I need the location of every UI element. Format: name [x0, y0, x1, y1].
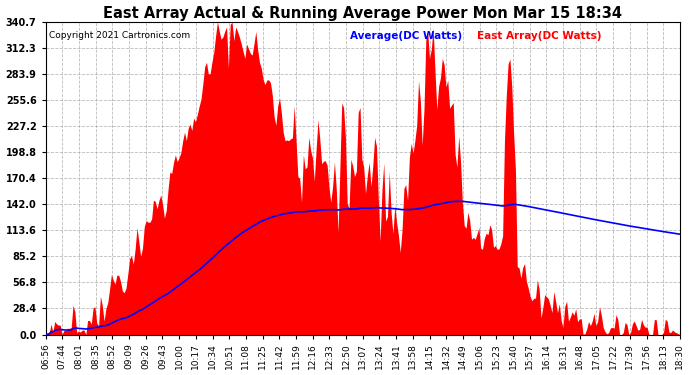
Text: East Array(DC Watts): East Array(DC Watts): [477, 31, 602, 41]
Text: Copyright 2021 Cartronics.com: Copyright 2021 Cartronics.com: [49, 31, 190, 40]
Text: Average(DC Watts): Average(DC Watts): [350, 31, 462, 41]
Title: East Array Actual & Running Average Power Mon Mar 15 18:34: East Array Actual & Running Average Powe…: [104, 6, 622, 21]
